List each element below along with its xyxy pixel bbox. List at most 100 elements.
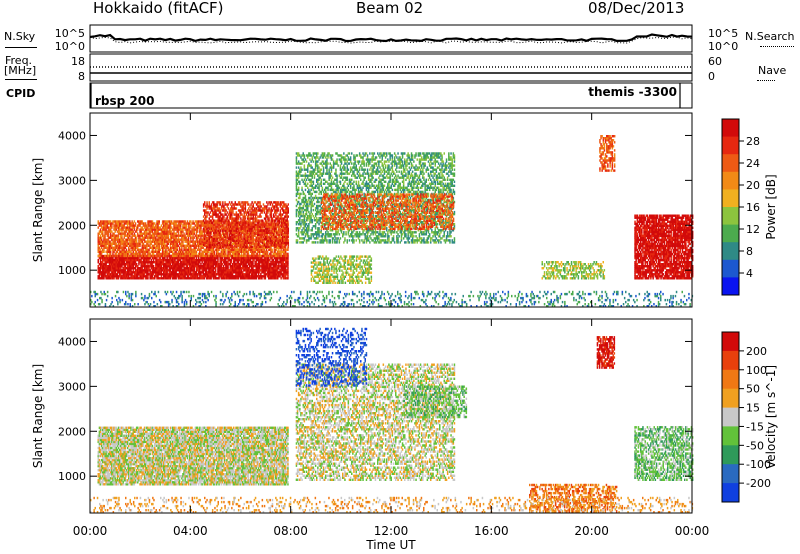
power-cell: [205, 236, 208, 239]
power-cell: [170, 256, 173, 260]
power-cell: [125, 226, 128, 229]
power-cell: [150, 240, 153, 243]
power-cell: [167, 224, 169, 227]
power-cell: [184, 261, 186, 264]
power-cell: [141, 234, 143, 237]
power-cell: [117, 265, 120, 268]
power-cell: [131, 228, 133, 231]
power-cell: [151, 256, 154, 260]
power-cell: [105, 228, 107, 231]
power-cell: [216, 265, 218, 268]
power-cell: [252, 265, 254, 268]
power-cell: [200, 265, 202, 268]
power-cell: [205, 263, 208, 266]
power-cell: [182, 254, 184, 258]
power-cell: [247, 267, 250, 270]
power-cell: [141, 246, 143, 249]
power-cell: [286, 256, 288, 260]
power-cell: [113, 275, 115, 278]
power-cell: [223, 275, 226, 278]
power-cell: [164, 269, 166, 272]
power-cell: [233, 239, 235, 242]
power-cell: [205, 230, 208, 233]
power-cell: [148, 234, 150, 237]
power-cell: [99, 238, 102, 241]
power-cell: [183, 271, 185, 274]
power-cell: [154, 261, 156, 264]
power-cell: [108, 256, 111, 260]
power-cell: [155, 261, 157, 264]
power-cell: [185, 254, 188, 258]
power-cell: [164, 252, 166, 256]
power-cell: [187, 238, 190, 241]
power-cell: [173, 228, 175, 231]
power-cell: [151, 252, 154, 256]
power-cell: [130, 236, 132, 239]
power-cell: [231, 275, 234, 278]
power-cell: [185, 240, 188, 243]
power-cell: [184, 240, 186, 243]
power-cell: [146, 277, 148, 280]
power-cell: [268, 261, 270, 264]
power-cell: [246, 231, 249, 234]
power-cell: [106, 275, 109, 278]
power-cell: [143, 271, 146, 274]
power-cell: [172, 240, 174, 243]
nsearch-tick-bottom: 10^0: [708, 40, 738, 53]
power-cell: [192, 220, 194, 223]
power-cell: [163, 258, 165, 262]
power-cell: [194, 220, 197, 223]
power-cell: [263, 275, 265, 278]
power-cell: [176, 234, 178, 237]
power-cell: [161, 220, 164, 223]
power-cell: [239, 256, 242, 260]
power-cell: [204, 267, 207, 270]
power-cell: [225, 256, 227, 260]
power-cell: [184, 220, 186, 223]
power-cell: [243, 261, 245, 264]
power-cell: [144, 228, 147, 231]
power-cell: [258, 263, 261, 266]
power-cell: [190, 238, 192, 241]
power-cell: [282, 265, 285, 268]
power-cell: [139, 242, 141, 245]
power-cell: [187, 240, 190, 243]
power-cell: [179, 263, 182, 266]
power-cell: [138, 234, 140, 237]
power-cell: [142, 261, 145, 264]
power-cell: [140, 226, 142, 229]
power-cell: [251, 263, 253, 266]
power-cell: [283, 265, 286, 268]
power-cell: [179, 220, 182, 223]
power-cell: [129, 269, 131, 272]
power-cell: [252, 277, 254, 280]
power-cell: [231, 271, 234, 274]
power-cell: [109, 234, 112, 237]
power-cell: [210, 256, 212, 260]
power-cell: [138, 222, 140, 225]
power-cell: [98, 246, 101, 249]
power-cell: [117, 238, 120, 241]
power-cell: [117, 242, 120, 245]
power-cell: [206, 213, 208, 216]
power-cell: [194, 250, 197, 253]
power-cell: [167, 265, 169, 268]
power-cell: [193, 261, 195, 264]
power-cell: [161, 240, 164, 243]
power-cell: [166, 224, 168, 227]
power-cell: [201, 265, 203, 268]
power-cell: [120, 220, 122, 223]
power-cell: [184, 234, 186, 237]
power-cell: [148, 254, 150, 258]
power-cell: [244, 277, 246, 280]
power-cell: [273, 265, 276, 268]
power-cell: [254, 277, 256, 280]
power-cell: [128, 258, 130, 262]
power-cell: [260, 261, 262, 264]
power-cell: [165, 238, 167, 241]
power-cell: [170, 234, 173, 237]
power-cell: [148, 232, 150, 235]
power-cell: [114, 252, 116, 256]
power-cell: [210, 265, 212, 268]
power-cell: [106, 220, 109, 223]
